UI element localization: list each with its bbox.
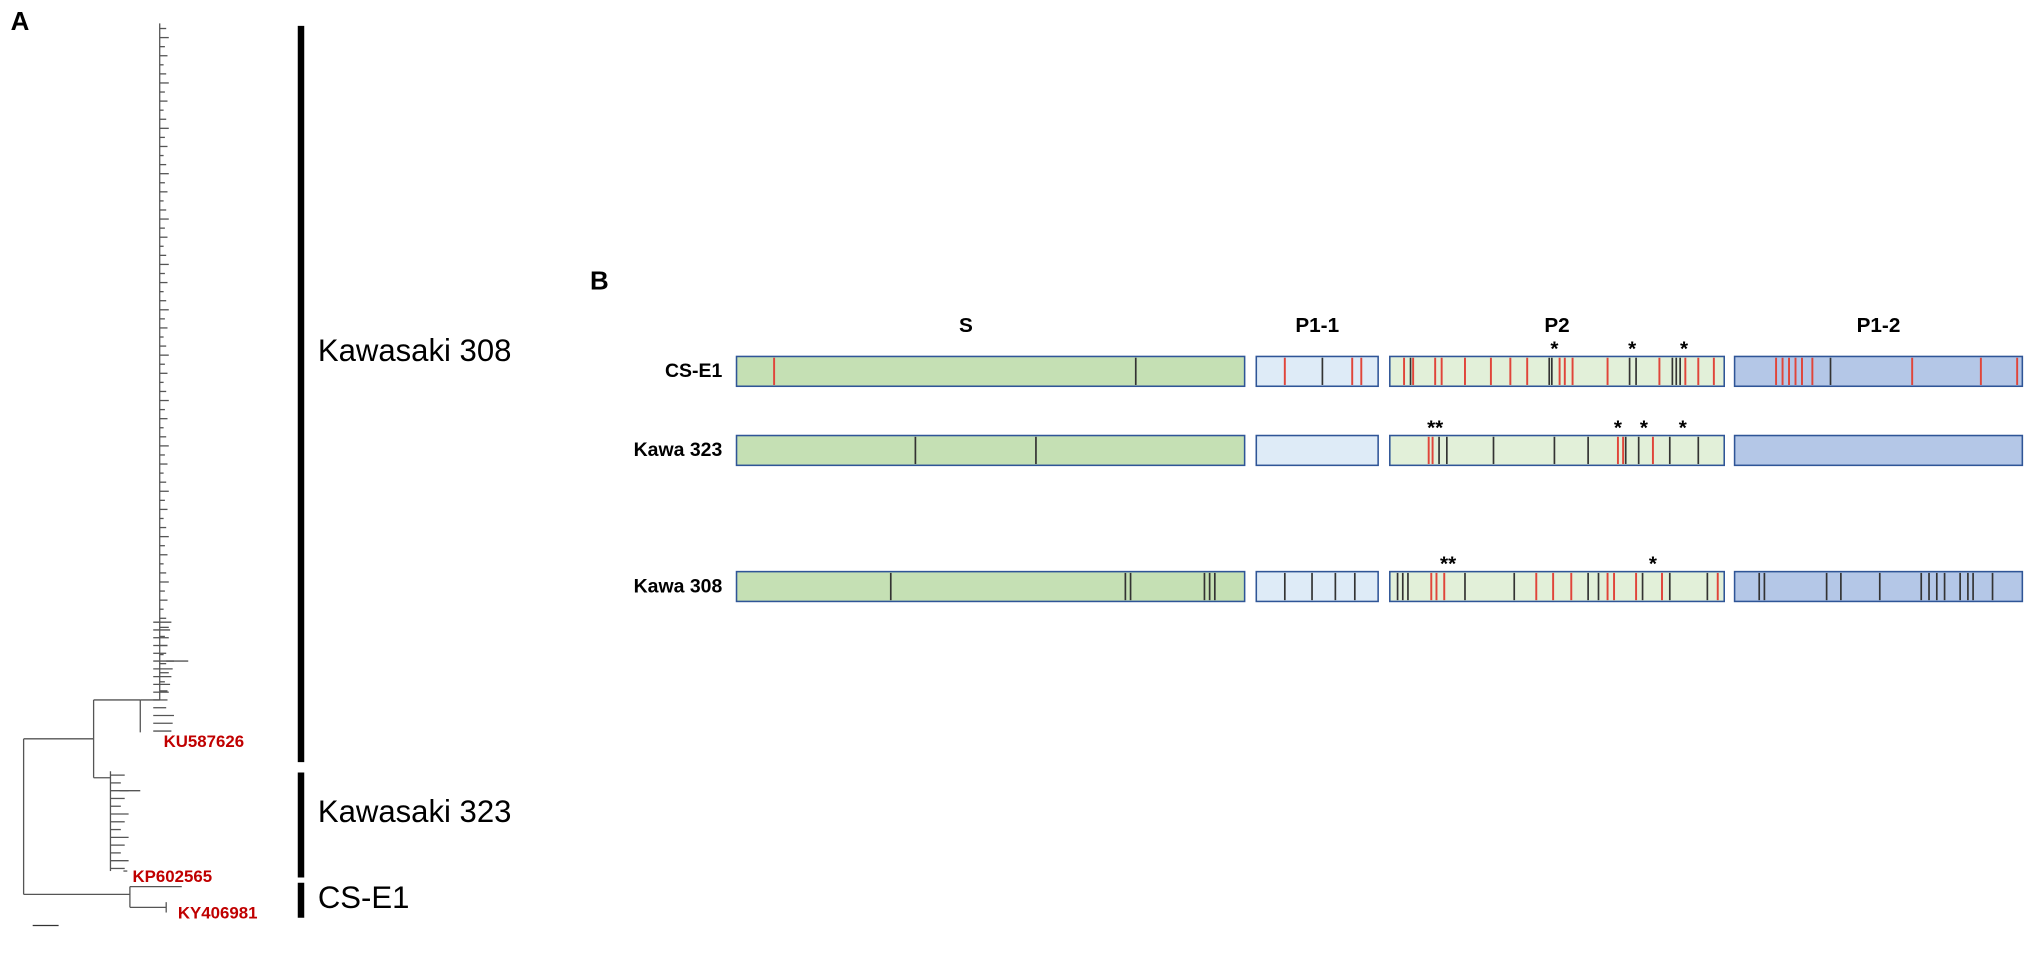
strain-label: CS-E1 bbox=[665, 360, 722, 382]
region-box bbox=[1255, 570, 1379, 603]
region-box bbox=[1389, 434, 1726, 467]
star: * bbox=[1628, 337, 1637, 360]
star: * bbox=[1614, 417, 1623, 440]
mutation-maps bbox=[735, 355, 2024, 603]
star: * bbox=[1649, 553, 1658, 576]
star: * bbox=[1550, 337, 1559, 360]
accession: KU587626 bbox=[164, 732, 245, 751]
region-header: S bbox=[959, 314, 973, 337]
region-box bbox=[1255, 434, 1379, 467]
region-box bbox=[735, 355, 1246, 388]
region-header: P1-1 bbox=[1295, 314, 1339, 337]
phylogenetic-tree bbox=[22, 23, 189, 913]
star: * bbox=[1640, 417, 1649, 440]
panel-label: A bbox=[11, 8, 30, 36]
star: * bbox=[1679, 417, 1688, 440]
star: ** bbox=[1440, 553, 1457, 576]
clade-label: Kawasaki 323 bbox=[318, 794, 512, 829]
star: ** bbox=[1427, 417, 1444, 440]
region-header: P1-2 bbox=[1857, 314, 1901, 337]
accession: KY406981 bbox=[178, 903, 258, 922]
region-box bbox=[735, 570, 1246, 603]
region-header: P2 bbox=[1544, 314, 1569, 337]
region-box bbox=[1255, 355, 1379, 388]
region-box bbox=[735, 434, 1246, 467]
region-box bbox=[1733, 434, 2024, 467]
star: * bbox=[1680, 337, 1689, 360]
clade-label: Kawasaki 308 bbox=[318, 333, 512, 368]
panel-label: B bbox=[590, 267, 609, 295]
strain-label: Kawa 323 bbox=[634, 439, 723, 461]
clade-label: CS-E1 bbox=[318, 880, 410, 915]
region-box bbox=[1389, 355, 1726, 388]
accession: KP602565 bbox=[132, 867, 212, 886]
region-box bbox=[1389, 570, 1726, 603]
strain-label: Kawa 308 bbox=[634, 575, 723, 597]
region-box bbox=[1733, 355, 2024, 388]
region-box bbox=[1733, 570, 2024, 603]
